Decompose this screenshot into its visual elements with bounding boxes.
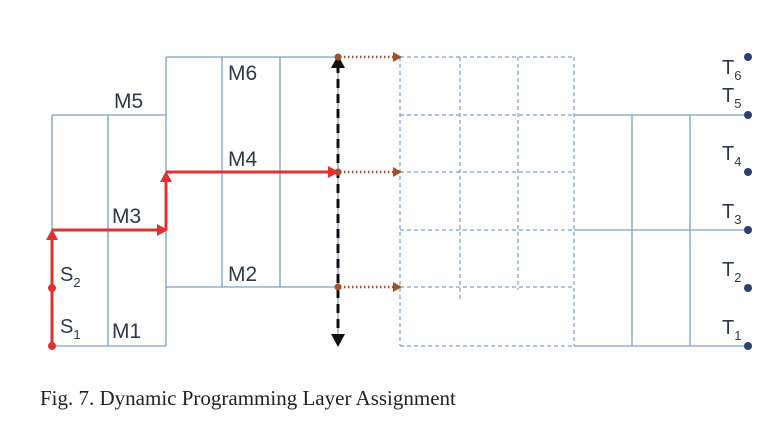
label-m4: M4 [228, 148, 257, 171]
path-arrow-up-2 [160, 171, 172, 182]
figure-diagram: M5 M6 M4 M3 M2 M1 S2 S1 T6 T5 T4 T3 T2 T… [46, 52, 752, 350]
label-t6: T6 [722, 57, 741, 83]
path-arrow-right-2 [328, 166, 339, 178]
source-pin-s1 [48, 342, 56, 350]
target-pin-t3 [744, 226, 752, 234]
candidate-arrows [340, 55, 394, 289]
label-t5: T5 [722, 85, 741, 111]
label-s1: S1 [60, 316, 81, 342]
right-grid [574, 114, 748, 347]
label-m3: M3 [112, 205, 141, 228]
source-pin-s2 [48, 284, 56, 292]
arrow-head-bot [393, 282, 402, 292]
target-pin-t6 [744, 53, 752, 61]
figure-caption: Fig. 7. Dynamic Programming Layer Assign… [40, 386, 456, 410]
cut-node-bot [334, 283, 342, 291]
left-grid [51, 56, 339, 347]
label-m5: M5 [114, 90, 143, 113]
cut-line [331, 55, 345, 347]
middle-dashed-grid [399, 56, 575, 347]
target-pin-t5 [744, 111, 752, 119]
target-pin-t1 [744, 342, 752, 350]
label-t3: T3 [722, 201, 741, 227]
arrow-head-top [393, 52, 402, 62]
path-arrow-right-1 [157, 224, 168, 236]
target-pin-t4 [744, 168, 752, 176]
label-s2: S2 [60, 264, 81, 290]
label-m1: M1 [112, 320, 141, 343]
routing-path [50, 170, 330, 346]
target-pins [744, 53, 752, 350]
path-arrow-up-1 [46, 229, 58, 240]
arrow-head-mid [393, 167, 402, 177]
label-t2: T2 [722, 259, 741, 285]
target-pin-t2 [744, 284, 752, 292]
label-m2: M2 [228, 263, 257, 286]
label-m6: M6 [228, 62, 257, 85]
label-t1: T1 [722, 317, 741, 343]
cut-node-top [334, 53, 342, 61]
label-t4: T4 [722, 143, 741, 169]
